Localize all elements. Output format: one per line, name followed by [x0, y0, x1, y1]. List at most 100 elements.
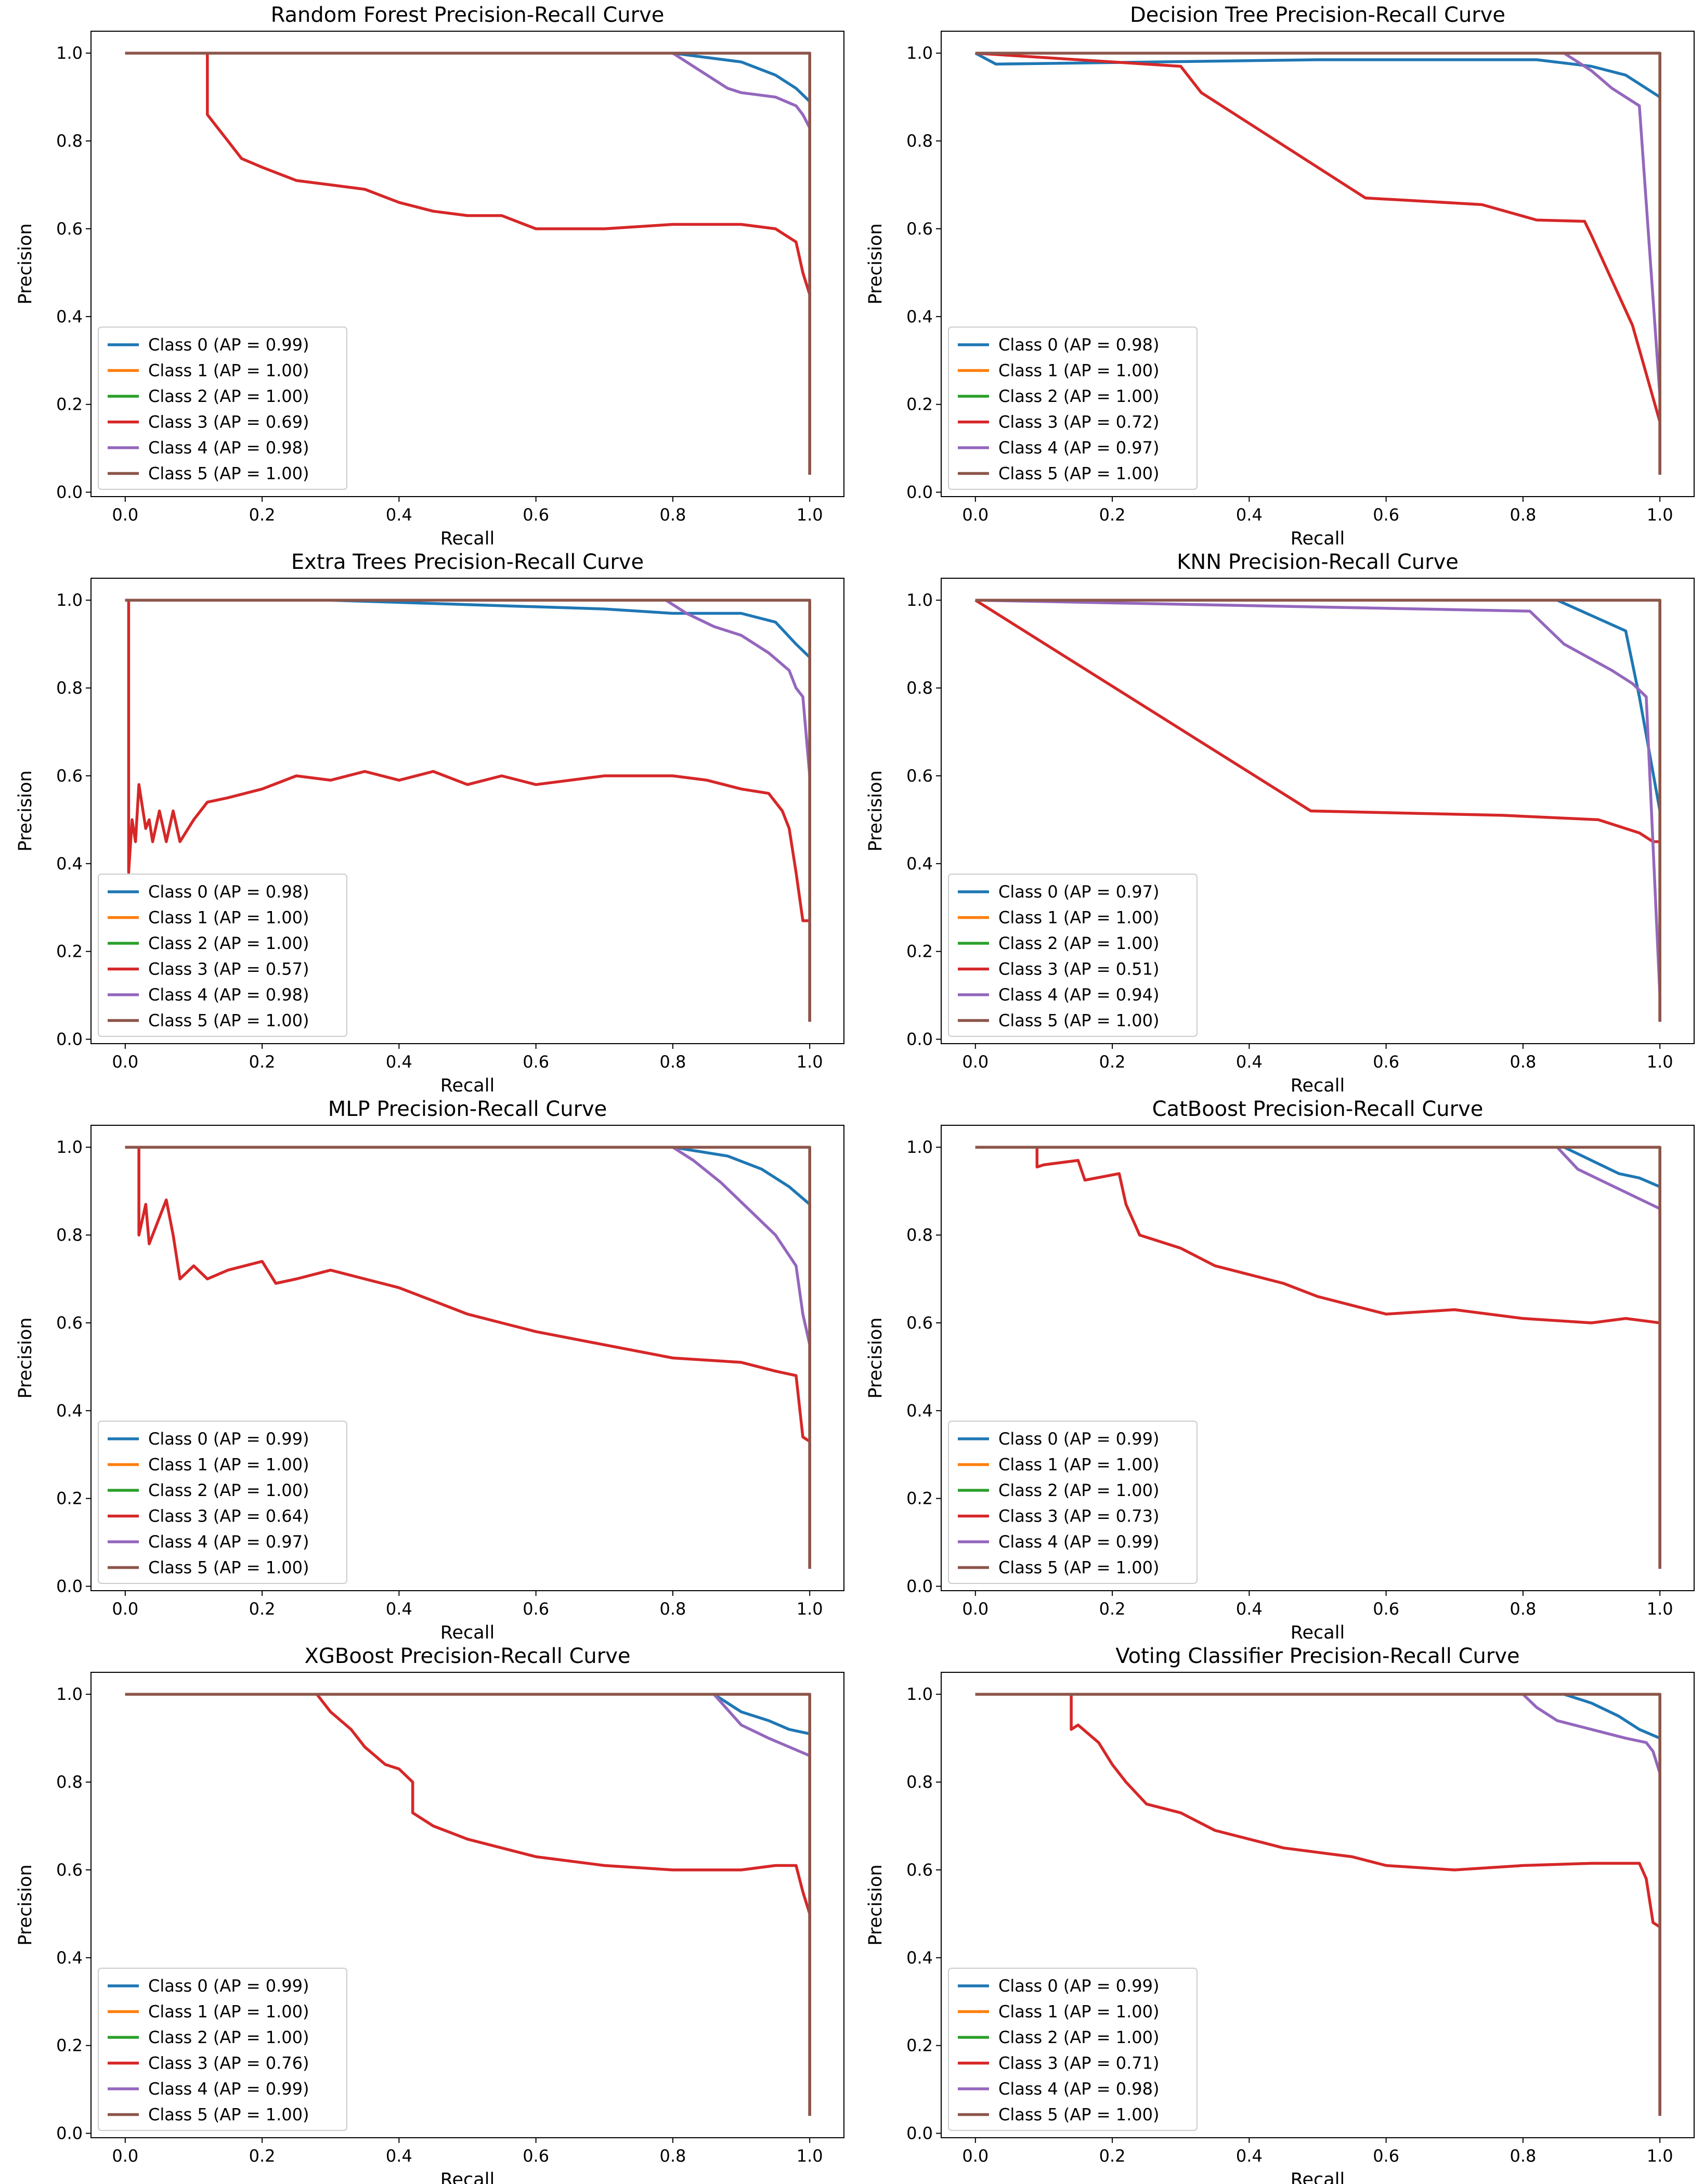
- x-tick-label: 0.2: [1099, 1052, 1126, 1072]
- legend: Class 0 (AP = 0.99) Class 1 (AP = 1.00) Cl…: [98, 327, 347, 490]
- legend: Class 0 (AP = 0.98) Class 1 (AP = 1.00) Cl…: [98, 874, 347, 1037]
- series-line-class-3: [975, 51, 1661, 475]
- y-tick-label: 0.0: [56, 1030, 83, 1049]
- y-tick-label: 0.4: [56, 854, 83, 874]
- legend-box: [948, 327, 1198, 490]
- legend-label: Class 0 (AP = 0.99): [148, 335, 309, 355]
- legend-label: Class 2 (AP = 1.00): [148, 2027, 309, 2047]
- legend-label: Class 4 (AP = 0.99): [998, 1532, 1159, 1552]
- axes-frame: [90, 1125, 844, 1591]
- legend-label: Class 2 (AP = 1.00): [998, 1480, 1159, 1500]
- y-tick-label: 1.0: [906, 1137, 933, 1157]
- series-line-class-5: [975, 599, 1661, 1022]
- y-tick-label: 0.4: [906, 1401, 933, 1421]
- x-tick-label: 1.0: [797, 1052, 823, 1072]
- legend-label: Class 3 (AP = 0.73): [998, 1506, 1159, 1526]
- x-tick-label: 0.6: [523, 1052, 549, 1072]
- axes-frame: [90, 31, 844, 497]
- x-tick-label: 0.8: [659, 1052, 686, 1072]
- legend-label: Class 1 (AP = 1.00): [998, 2002, 1159, 2022]
- legend-label: Class 4 (AP = 0.97): [998, 438, 1159, 458]
- y-tick-label: 0.6: [906, 1860, 933, 1880]
- series-line-class-3: [125, 1693, 811, 2116]
- x-tick-label: 0.2: [1099, 2146, 1126, 2166]
- x-tick-label: 1.0: [1647, 505, 1673, 525]
- chart-title: Extra Trees Precision-Recall Curve: [291, 550, 644, 574]
- series-line-class-5: [975, 1693, 1661, 2116]
- series-line-class-0: [125, 599, 811, 1022]
- legend-label: Class 3 (AP = 0.72): [998, 412, 1159, 432]
- x-tick-label: 0.6: [1373, 505, 1399, 525]
- series-line-class-5: [125, 1693, 811, 2116]
- y-tick-label: 0.0: [56, 2124, 83, 2143]
- x-tick-label: 1.0: [797, 1599, 823, 1619]
- legend-label: Class 4 (AP = 0.99): [148, 2079, 309, 2099]
- y-tick-label: 0.2: [906, 395, 933, 414]
- legend: Class 0 (AP = 0.99) Class 1 (AP = 1.00) Cl…: [948, 1968, 1198, 2131]
- y-tick-label: 0.6: [906, 1313, 933, 1333]
- legend-label: Class 4 (AP = 0.94): [998, 985, 1159, 1005]
- y-tick-label: 0.8: [906, 1772, 933, 1792]
- legend-label: Class 1 (AP = 1.00): [998, 361, 1159, 381]
- x-tick-label: 0.6: [1373, 1599, 1399, 1619]
- x-tick-label: 0.0: [112, 505, 138, 525]
- legend-box: [98, 1968, 347, 2131]
- y-tick-label: 1.0: [56, 43, 83, 63]
- x-tick-label: 0.4: [1236, 1599, 1263, 1619]
- x-tick-label: 0.4: [386, 505, 412, 525]
- x-tick-label: 0.4: [386, 1052, 412, 1072]
- y-tick-label: 0.8: [906, 131, 933, 151]
- x-tick-label: 1.0: [797, 505, 823, 525]
- y-tick-label: 0.4: [906, 307, 933, 327]
- y-axis-label: Precision: [15, 223, 36, 304]
- axes-frame: [941, 31, 1695, 497]
- x-tick-label: 0.8: [659, 2146, 686, 2166]
- y-tick-label: 0.6: [56, 1313, 83, 1333]
- series-group: [975, 1146, 1661, 1569]
- y-tick-label: 1.0: [906, 590, 933, 610]
- x-tick-label: 0.4: [1236, 2146, 1263, 2166]
- series-line-class-5: [125, 1146, 811, 1569]
- legend-label: Class 1 (AP = 1.00): [998, 908, 1159, 928]
- chart-title: CatBoost Precision-Recall Curve: [1152, 1097, 1484, 1121]
- x-tick-label: 0.2: [249, 1052, 276, 1072]
- legend: Class 0 (AP = 0.99) Class 1 (AP = 1.00) Cl…: [948, 1421, 1198, 1584]
- series-group: [125, 51, 811, 475]
- y-tick-label: 0.8: [906, 678, 933, 698]
- chart-title: Voting Classifier Precision-Recall Curve: [1115, 1644, 1519, 1668]
- x-axis-label: Recall: [440, 1075, 495, 1096]
- y-tick-label: 0.0: [906, 1030, 933, 1049]
- y-tick-label: 0.2: [56, 395, 83, 414]
- series-group: [974, 599, 1661, 1022]
- axes-frame: [941, 578, 1695, 1044]
- chart-panel-5: CatBoost Precision-Recall Curve 0.0 0.2 0.4…: [865, 1097, 1695, 1643]
- chart-panel-3: KNN Precision-Recall Curve 0.0 0.2 0.4 0.6 0.…: [865, 550, 1695, 1096]
- x-axis-label: Recall: [440, 2169, 495, 2184]
- legend-label: Class 3 (AP = 0.57): [148, 959, 309, 979]
- y-axis-label: Precision: [15, 1317, 36, 1398]
- legend-label: Class 0 (AP = 0.99): [148, 1429, 309, 1449]
- x-tick-label: 0.8: [1510, 505, 1536, 525]
- legend-label: Class 3 (AP = 0.71): [998, 2053, 1159, 2073]
- x-tick-label: 0.4: [386, 1599, 412, 1619]
- legend-label: Class 0 (AP = 0.99): [148, 1976, 309, 1996]
- y-tick-label: 0.4: [56, 307, 83, 327]
- y-tick-label: 1.0: [56, 590, 83, 610]
- y-tick-label: 0.0: [906, 2124, 933, 2143]
- chart-panel-0: Random Forest Precision-Recall Curve 0.0 0…: [15, 3, 844, 549]
- chart-title: Decision Tree Precision-Recall Curve: [1130, 3, 1505, 27]
- axes-frame: [90, 1672, 844, 2138]
- y-tick-label: 1.0: [56, 1137, 83, 1157]
- x-tick-label: 0.8: [1510, 1052, 1536, 1072]
- series-line-class-4: [125, 599, 811, 1022]
- series-line-class-3: [125, 599, 811, 1022]
- series-line-class-3: [125, 1146, 811, 1569]
- x-axis-label: Recall: [440, 528, 495, 549]
- y-tick-label: 0.0: [56, 1577, 83, 1596]
- x-tick-label: 0.2: [1099, 1599, 1126, 1619]
- y-axis-label: Precision: [15, 1864, 36, 1945]
- x-tick-label: 0.6: [523, 505, 549, 525]
- x-tick-label: 0.0: [962, 2146, 988, 2166]
- y-tick-label: 0.4: [906, 854, 933, 874]
- y-tick-label: 0.2: [56, 1489, 83, 1509]
